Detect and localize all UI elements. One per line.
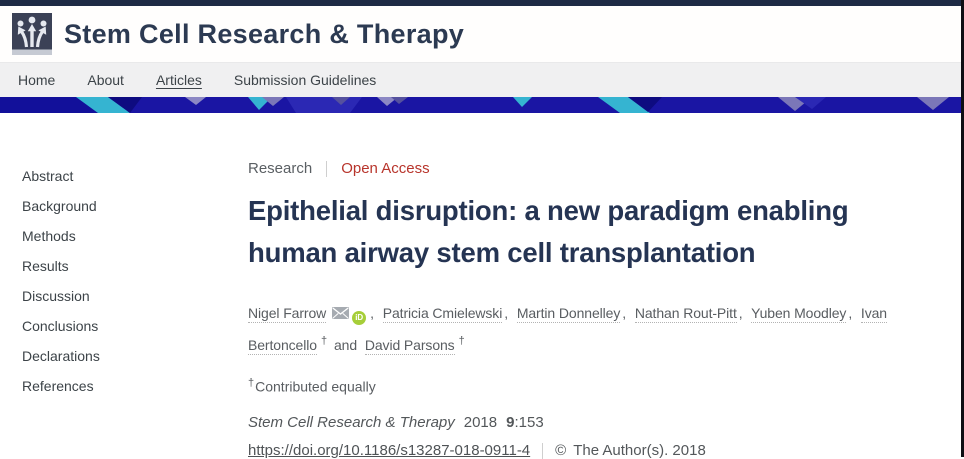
author-link[interactable]: David Parsons xyxy=(364,336,455,355)
article-outline-sidebar: Abstract Background Methods Results Disc… xyxy=(0,113,248,459)
doi-copyright-row: https://doi.org/10.1186/s13287-018-0911-… xyxy=(248,442,961,459)
author-separator: , xyxy=(370,305,374,321)
author-link[interactable]: Martin Donnelley xyxy=(516,305,621,323)
article-title-line-1: Epithelial disruption: a new paradigm en… xyxy=(248,195,849,226)
nav-item-home[interactable]: Home xyxy=(18,72,56,88)
decorative-banner xyxy=(0,97,964,113)
article-main: Research Open Access Epithelial disrupti… xyxy=(248,113,961,459)
citation-volume: 9 xyxy=(506,414,515,432)
open-access-label: Open Access xyxy=(341,160,430,177)
author-separator: , xyxy=(848,305,853,321)
author-link[interactable]: Nathan Rout-Pitt xyxy=(634,305,737,323)
sidebar-item-results[interactable]: Results xyxy=(22,258,69,274)
citation-year: 2018 xyxy=(463,414,498,432)
page-content: Abstract Background Methods Results Disc… xyxy=(0,113,964,459)
sidebar-item-methods[interactable]: Methods xyxy=(22,228,76,244)
copyright-text: The Author(s). 2018 xyxy=(573,442,706,459)
author-list: Nigel Farrow iD, Patricia Cmielewski, Mar… xyxy=(248,300,961,359)
equal-contribution-dagger: † xyxy=(458,335,465,347)
author-link[interactable]: Nigel Farrow xyxy=(248,305,327,323)
nav-item-submission-guidelines[interactable]: Submission Guidelines xyxy=(233,72,377,88)
meta-divider xyxy=(326,160,328,177)
journal-logo-icon[interactable] xyxy=(12,13,52,55)
author-link[interactable]: Patricia Cmielewski xyxy=(382,305,503,323)
doi-divider xyxy=(542,442,544,459)
citation-line: Stem Cell Research & Therapy 2018 9:153 xyxy=(248,414,961,431)
orcid-icon[interactable]: iD xyxy=(352,310,367,325)
nav-item-about[interactable]: About xyxy=(87,72,124,88)
and-label: and xyxy=(333,336,358,353)
dagger-symbol: † xyxy=(248,376,255,389)
doi-link[interactable]: https://doi.org/10.1186/s13287-018-0911-… xyxy=(248,442,531,459)
sidebar-item-conclusions[interactable]: Conclusions xyxy=(22,318,99,334)
citation-journal: Stem Cell Research & Therapy xyxy=(248,414,455,432)
article-type-label: Research xyxy=(248,160,313,177)
author-separator: , xyxy=(622,305,627,321)
nav-item-articles[interactable]: Articles xyxy=(155,72,202,88)
journal-title: Stem Cell Research & Therapy xyxy=(64,18,465,49)
author-link[interactable]: Ivan Bertoncello xyxy=(248,305,887,355)
sidebar-item-background[interactable]: Background xyxy=(22,198,97,214)
equal-contribution-dagger: † xyxy=(320,335,327,347)
article-title-line-2: human airway stem cell transplantation xyxy=(248,237,756,268)
copyright-symbol: © xyxy=(555,442,567,459)
author-separator: , xyxy=(738,305,743,321)
screenshot-right-border xyxy=(961,0,964,457)
contributed-note-text: Contributed equally xyxy=(255,378,376,395)
site-header: Stem Cell Research & Therapy xyxy=(0,6,964,62)
sidebar-item-declarations[interactable]: Declarations xyxy=(22,348,100,364)
email-icon[interactable] xyxy=(332,301,350,328)
contributed-equally-note: †Contributed equally xyxy=(248,377,961,395)
top-accent-bar xyxy=(0,0,964,6)
sidebar-item-discussion[interactable]: Discussion xyxy=(22,288,90,304)
article-title: Epithelial disruption: a new paradigm en… xyxy=(248,190,961,274)
main-navigation: Home About Articles Submission Guideline… xyxy=(0,62,964,97)
author-separator: , xyxy=(504,305,509,321)
author-link[interactable]: Yuben Moodley xyxy=(751,305,847,323)
sidebar-item-abstract[interactable]: Abstract xyxy=(22,168,74,184)
sidebar-item-references[interactable]: References xyxy=(22,378,94,394)
article-meta-row: Research Open Access xyxy=(248,160,961,177)
citation-pages: :153 xyxy=(514,414,544,432)
